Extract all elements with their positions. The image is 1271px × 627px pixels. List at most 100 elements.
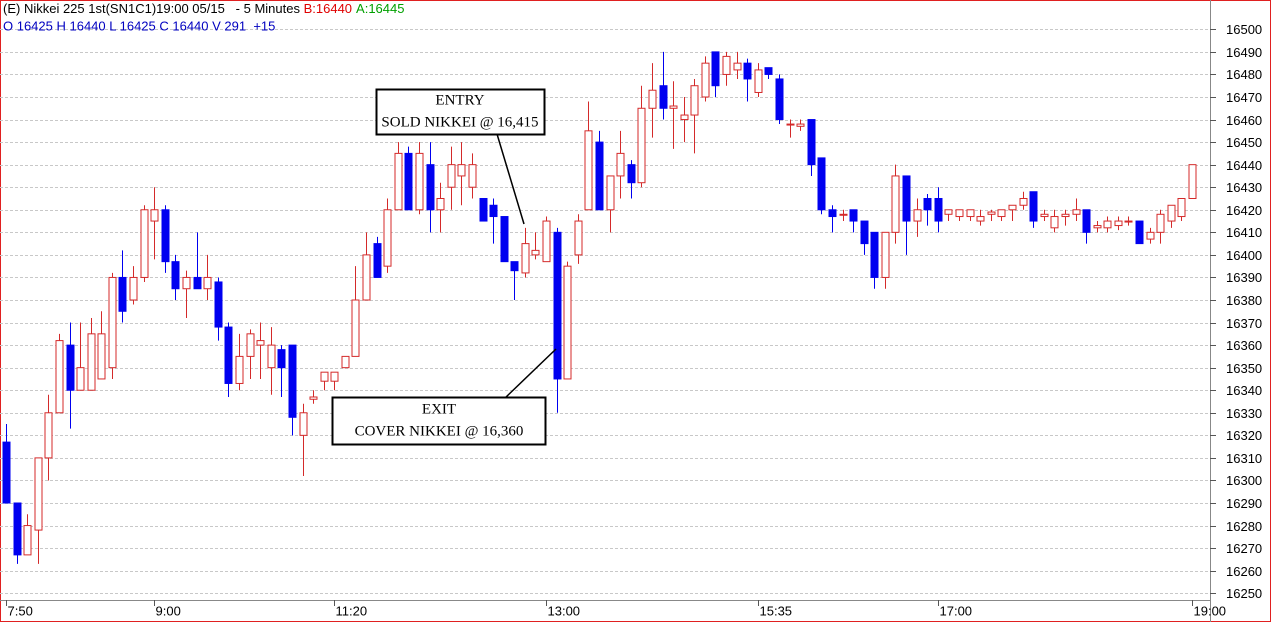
candle-body [13, 502, 22, 556]
candle-body [182, 276, 191, 290]
candle-body [288, 344, 297, 418]
candles [2, 51, 1197, 564]
grid: 16250 16260 16270 16280 16290 16300 16310 16320… [0, 22, 1262, 618]
candle-body [1156, 213, 1165, 233]
exit-box [331, 396, 547, 446]
entry-label: ENTRY [435, 92, 484, 108]
candle-body [711, 51, 720, 87]
candle-body [584, 130, 593, 211]
y-tick-label: 16310 [1226, 451, 1262, 466]
candle-body [1114, 220, 1123, 227]
exit-detail: COVER NIKKEI @ 16,360 [355, 423, 524, 439]
candle-body [563, 265, 572, 380]
header-symbol: (E) Nikkei 225 1st(SN1C1)19:00 05/15 - 5… [3, 1, 304, 16]
candle-body [701, 62, 710, 98]
x-tick-label: 11:20 [336, 603, 368, 618]
candle-body [404, 152, 413, 211]
candle-body [839, 213, 848, 216]
candle-body [214, 281, 223, 328]
y-tick-label: 16410 [1226, 225, 1262, 240]
candle-body [129, 276, 138, 301]
candle-body [828, 209, 837, 218]
candle-body [256, 340, 265, 346]
candle-body [468, 164, 477, 188]
candle-body [87, 333, 96, 391]
y-tick-label: 16260 [1226, 564, 1262, 579]
candle-body [934, 197, 943, 222]
header-ask: A:16445 [356, 1, 404, 16]
entry-pointer [496, 133, 525, 225]
candle-body [860, 220, 869, 245]
y-tick-label: 16320 [1226, 428, 1262, 443]
y-tick-label: 16350 [1226, 361, 1262, 376]
y-tick-label: 16380 [1226, 293, 1262, 308]
x-tick-label: 19:00 [1194, 603, 1227, 618]
candle-body [870, 231, 879, 278]
x-tick-label: 15:35 [760, 603, 793, 618]
candle-body [733, 62, 742, 71]
candle-body [690, 85, 699, 116]
entry-box [375, 88, 546, 136]
candle-body [754, 69, 763, 93]
candle-body [224, 326, 233, 384]
y-tick-label: 16360 [1226, 338, 1262, 353]
candle-body [1124, 220, 1133, 223]
candle-body [574, 220, 583, 256]
y-tick-label: 16340 [1226, 383, 1262, 398]
candle-body [341, 355, 350, 369]
candle-body [944, 209, 953, 215]
y-tick-label: 16330 [1226, 406, 1262, 421]
candle-body [97, 333, 106, 380]
candle-body [1177, 197, 1186, 218]
candle-body [203, 276, 212, 290]
y-tick-label: 16480 [1226, 67, 1262, 82]
y-tick-label: 16290 [1226, 496, 1262, 511]
candle-body [140, 209, 149, 278]
candle-body [1093, 225, 1102, 229]
candle-body [531, 249, 540, 256]
y-tick-label: 16460 [1226, 113, 1262, 128]
header-line1: (E) Nikkei 225 1st(SN1C1)19:00 05/15 - 5… [3, 1, 404, 16]
candle-body [55, 340, 64, 414]
candle-body [1188, 164, 1197, 199]
candle-body [923, 197, 932, 211]
candle-body [108, 276, 117, 369]
candle-body [1135, 220, 1144, 245]
y-tick-label: 16450 [1226, 135, 1262, 150]
entry-detail: SOLD NIKKEI @ 16,415 [381, 114, 538, 130]
candle-body [648, 89, 657, 109]
y-tick-label: 16490 [1226, 45, 1262, 60]
header-bid: B:16440 [304, 1, 352, 16]
candle-body [150, 209, 159, 222]
candle-body [479, 197, 488, 222]
candle-body [659, 85, 668, 109]
candle-body [817, 157, 826, 211]
candle-body [246, 333, 255, 357]
candle-body [330, 371, 339, 382]
y-tick-label: 16270 [1226, 541, 1262, 556]
y-tick-label: 16470 [1226, 90, 1262, 105]
candle-body [976, 216, 985, 222]
candle-body [627, 164, 636, 184]
candle-body [997, 209, 1006, 218]
candle-body [373, 243, 382, 278]
candle-body [510, 261, 519, 272]
candle-body [595, 141, 604, 211]
candle-body [34, 457, 43, 531]
exit-label: EXIT [422, 401, 456, 417]
candle-body [553, 231, 562, 380]
candle-body [76, 367, 85, 391]
candle-body [669, 105, 678, 109]
candle-body [299, 412, 308, 436]
y-tick-label: 16420 [1226, 203, 1262, 218]
y-tick-label: 16280 [1226, 519, 1262, 534]
y-tick-label: 16440 [1226, 158, 1262, 173]
candle-body [680, 114, 689, 121]
candle-body [1029, 191, 1038, 222]
candle-body [394, 152, 403, 211]
y-tick-label: 16370 [1226, 316, 1262, 331]
candle-body [743, 62, 752, 80]
candle-body [1146, 231, 1155, 240]
candle-body [1019, 197, 1028, 206]
